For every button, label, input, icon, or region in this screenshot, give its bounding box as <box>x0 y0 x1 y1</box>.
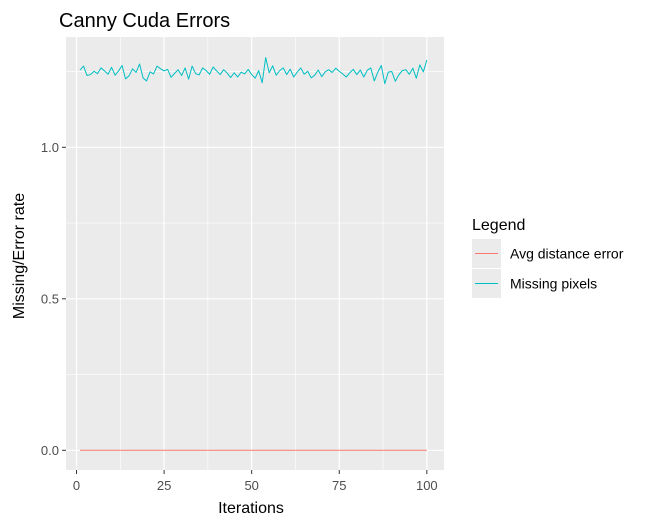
x-tick-label: 100 <box>416 478 438 493</box>
grid-minor <box>66 37 444 470</box>
chart-title: Canny Cuda Errors <box>59 10 230 32</box>
plot-background <box>66 37 444 470</box>
legend: Legend Avg distance error Missing pixels <box>472 217 624 298</box>
x-tick-label: 0 <box>73 478 80 493</box>
legend-label: Missing pixels <box>510 276 597 292</box>
legend-key <box>472 239 501 268</box>
y-axis-title: Missing/Error rate <box>11 193 28 319</box>
legend-label: Avg distance error <box>510 246 624 262</box>
x-tick-label: 25 <box>157 478 171 493</box>
y-axis: 0.0 0.5 1.0 <box>41 140 66 458</box>
legend-key <box>472 269 501 298</box>
legend-title: Legend <box>472 217 525 234</box>
legend-entries: Avg distance error Missing pixels <box>472 239 624 298</box>
x-axis-title: Iterations <box>218 500 284 517</box>
y-tick-label: 0.5 <box>41 291 59 306</box>
x-tick-label: 50 <box>244 478 258 493</box>
plot-panel <box>66 37 444 470</box>
y-tick-label: 1.0 <box>41 140 59 155</box>
series-lines <box>79 57 428 451</box>
y-tick-label: 0.0 <box>41 443 59 458</box>
x-tick-label: 75 <box>332 478 346 493</box>
series-line-missing-pixels <box>79 57 428 85</box>
x-axis: 0 25 50 75 100 <box>73 470 438 493</box>
